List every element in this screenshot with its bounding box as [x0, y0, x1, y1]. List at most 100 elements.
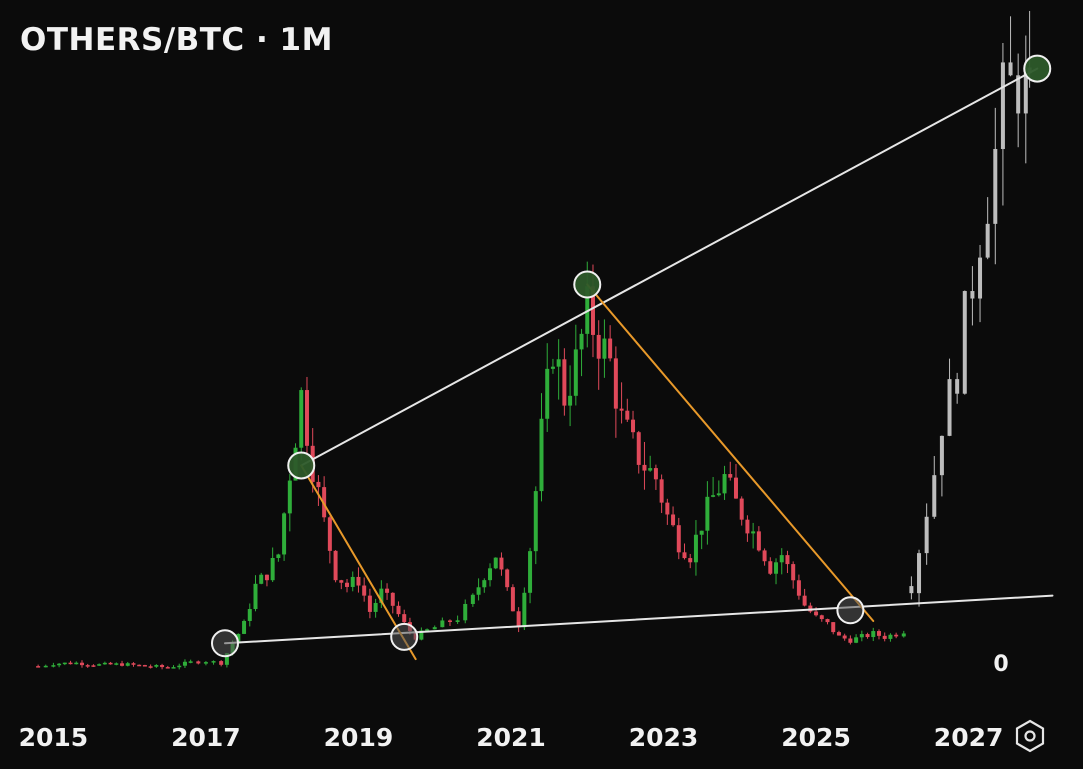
candle: [463, 599, 468, 624]
candle: [716, 480, 721, 497]
candle-body: [379, 588, 384, 603]
candle-body: [791, 564, 796, 581]
candle: [871, 627, 876, 642]
candle-body: [545, 368, 550, 419]
trough-marker: [390, 622, 419, 651]
candle-body: [579, 333, 584, 350]
candle: [636, 430, 641, 474]
candle-body: [728, 474, 733, 478]
candle-body: [985, 223, 990, 258]
candle: [137, 664, 142, 667]
candle-body: [625, 410, 630, 420]
resistance-trendline: [300, 67, 1039, 467]
candle: [488, 563, 493, 587]
candle: [573, 324, 578, 406]
candle: [322, 476, 327, 522]
candle-body: [705, 496, 710, 531]
candle-body: [631, 419, 636, 433]
candle: [579, 328, 584, 377]
candle-body: [137, 664, 142, 667]
candle-body: [636, 432, 641, 465]
candle-body: [854, 637, 859, 643]
candle-body: [774, 562, 779, 574]
candle: [528, 547, 533, 604]
pivot-markers-layer: [210, 54, 1052, 658]
candle: [131, 662, 136, 667]
candle-body: [993, 148, 998, 224]
candle-body: [825, 619, 830, 623]
projection-candle: [917, 549, 922, 607]
candle-body: [562, 359, 567, 406]
candle-body: [699, 530, 704, 535]
peak-marker: [287, 451, 316, 480]
candle: [345, 578, 350, 593]
candle-body: [367, 595, 372, 612]
candle-body: [939, 435, 944, 476]
trough-marker: [210, 629, 239, 658]
candle-body: [125, 663, 130, 666]
candle-body: [831, 622, 836, 633]
candle-body: [947, 379, 952, 436]
candle-body: [463, 603, 468, 621]
candle-body: [142, 665, 147, 667]
candle: [68, 660, 73, 665]
candle-body: [745, 519, 750, 534]
candle-body: [242, 620, 247, 634]
x-tick-label: 2021: [476, 723, 546, 752]
settings-hexagon-icon[interactable]: [1012, 718, 1048, 754]
candle: [522, 587, 527, 631]
candle-body: [665, 502, 670, 515]
candle: [148, 664, 153, 669]
candle-body: [756, 531, 761, 551]
chart-title: OTHERS/BTC · 1M: [20, 22, 333, 58]
candle: [385, 583, 390, 600]
candle: [819, 614, 824, 622]
candle-body: [236, 633, 241, 644]
candle: [739, 496, 744, 526]
candle: [825, 618, 830, 625]
candle-body: [819, 615, 824, 620]
candle-body: [339, 580, 344, 583]
candle-body: [648, 468, 653, 471]
projection-candle: [932, 456, 937, 519]
candle: [876, 629, 881, 640]
candle-body: [653, 468, 658, 480]
x-tick-label: 2023: [629, 723, 699, 752]
candle-body: [211, 661, 216, 663]
candle: [756, 526, 761, 552]
candle-body: [396, 605, 401, 615]
candle: [882, 632, 887, 642]
candle: [848, 635, 853, 645]
candle: [854, 634, 859, 644]
candle-body: [785, 555, 790, 565]
candle: [556, 339, 561, 400]
candle: [120, 660, 125, 667]
candle: [791, 561, 796, 589]
candle-body: [751, 531, 756, 534]
projection-candle: [993, 107, 998, 265]
candle-body: [114, 663, 119, 665]
candle-body: [264, 574, 269, 581]
candle-body: [57, 663, 62, 666]
projection-candle: [939, 435, 944, 497]
candle: [808, 602, 813, 614]
candle: [682, 543, 687, 560]
candle: [671, 506, 676, 527]
candle: [74, 661, 79, 665]
candle: [97, 663, 102, 667]
candle-body: [901, 633, 906, 637]
projection-candle: [924, 503, 929, 565]
projection-candle: [985, 197, 990, 260]
candle-body: [470, 594, 475, 604]
candle-body: [1016, 75, 1021, 114]
candle: [447, 619, 452, 626]
candle-body: [196, 661, 201, 664]
candle-body: [556, 359, 561, 367]
candle-body: [247, 609, 252, 621]
candle-body: [482, 580, 487, 588]
candle: [505, 568, 510, 591]
candle: [859, 630, 864, 642]
candle-body: [350, 576, 355, 587]
candle: [470, 593, 475, 607]
